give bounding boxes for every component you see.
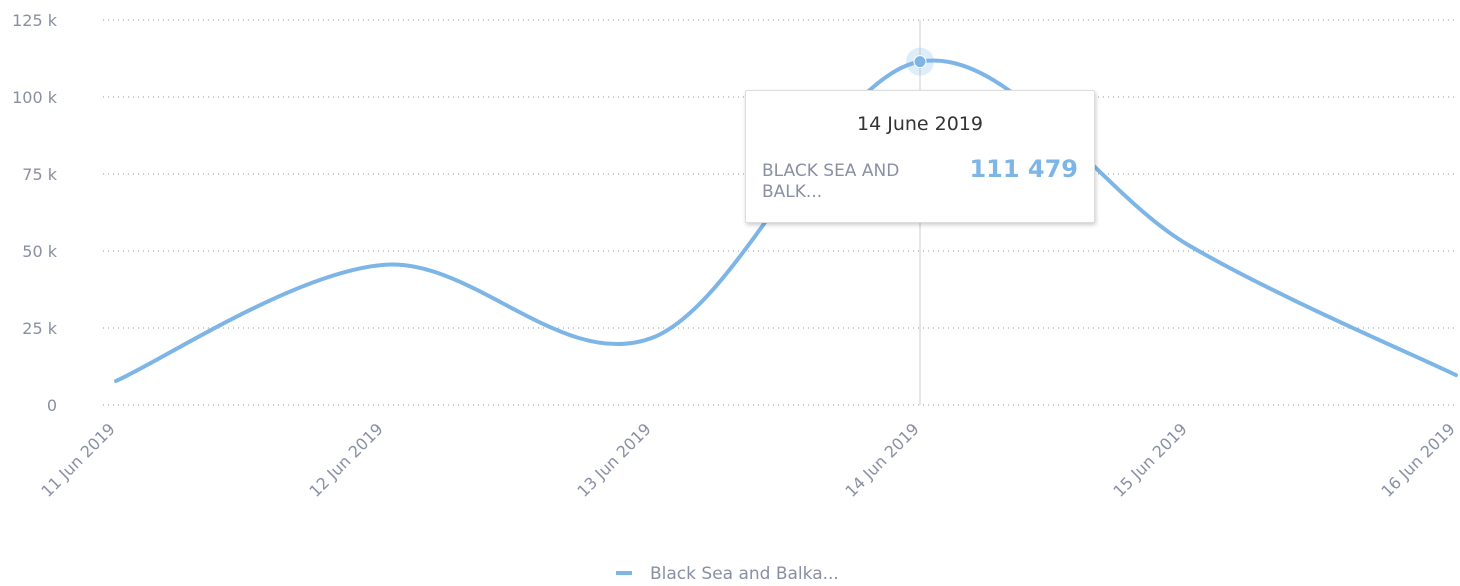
x-tick-label: 13 Jun 2019 (573, 419, 654, 500)
x-tick-label: 16 Jun 2019 (1377, 419, 1458, 500)
x-tick-label: 14 Jun 2019 (841, 419, 922, 500)
hover-point (913, 55, 927, 69)
tooltip-label: BLACK SEA AND BALK... (762, 161, 900, 202)
tooltip-title: 14 June 2019 (857, 113, 983, 135)
y-tick-label: 125 k (12, 11, 58, 30)
y-tick-label: 0 (47, 396, 57, 415)
tooltip-value: 111 479 (969, 155, 1078, 183)
y-tick-label: 75 k (22, 165, 57, 184)
x-tick-label: 12 Jun 2019 (305, 419, 386, 500)
y-tick-label: 100 k (12, 88, 58, 107)
legend-label: Black Sea and Balka... (650, 564, 839, 582)
x-tick-label: 11 Jun 2019 (37, 419, 118, 500)
y-tick-label: 50 k (22, 242, 57, 261)
tooltip: 14 June 2019 BLACK SEA AND BALK... 111 4… (745, 90, 1095, 223)
x-tick-label: 15 Jun 2019 (1109, 419, 1190, 500)
y-tick-label: 25 k (22, 319, 57, 338)
